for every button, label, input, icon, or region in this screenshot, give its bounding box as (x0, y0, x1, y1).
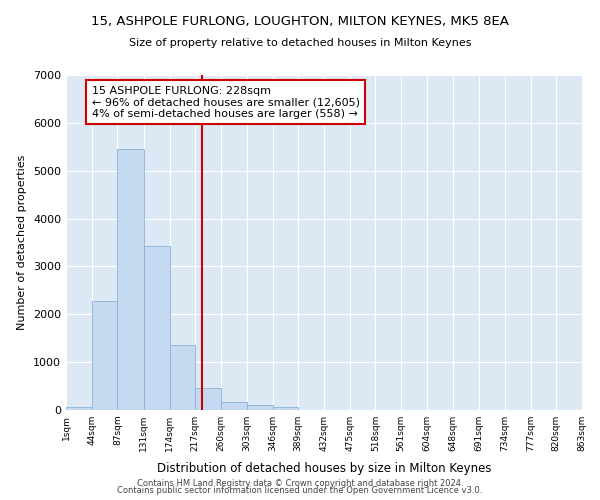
Bar (195, 388, 221, 410)
Bar (221, 402, 247, 410)
Bar (170, 346, 195, 410)
Bar (66, 408, 92, 410)
X-axis label: Distribution of detached houses by size in Milton Keynes: Distribution of detached houses by size … (157, 462, 491, 475)
Text: Contains public sector information licensed under the Open Government Licence v3: Contains public sector information licen… (118, 486, 482, 495)
Text: 15, ASHPOLE FURLONG, LOUGHTON, MILTON KEYNES, MK5 8EA: 15, ASHPOLE FURLONG, LOUGHTON, MILTON KE… (91, 15, 509, 28)
Bar (118, 148, 144, 410)
Text: Contains HM Land Registry data © Crown copyright and database right 2024.: Contains HM Land Registry data © Crown c… (137, 478, 463, 488)
Bar (247, 405, 272, 410)
Y-axis label: Number of detached properties: Number of detached properties (17, 155, 28, 330)
Bar (272, 408, 298, 410)
Text: Size of property relative to detached houses in Milton Keynes: Size of property relative to detached ho… (129, 38, 471, 48)
Text: 15 ASHPOLE FURLONG: 228sqm
← 96% of detached houses are smaller (12,605)
4% of s: 15 ASHPOLE FURLONG: 228sqm ← 96% of deta… (92, 86, 360, 118)
Bar (144, 246, 170, 410)
Bar (92, 301, 118, 410)
